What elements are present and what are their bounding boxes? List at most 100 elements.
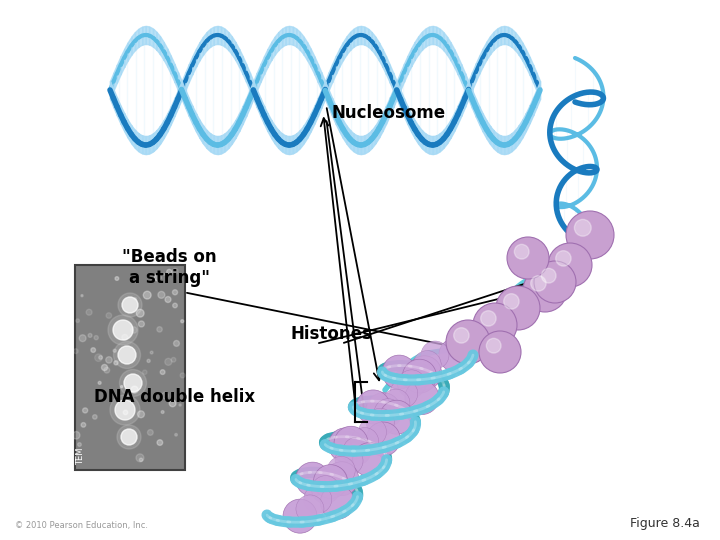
Circle shape: [140, 458, 143, 462]
Circle shape: [534, 261, 576, 303]
Circle shape: [158, 292, 165, 298]
Circle shape: [148, 430, 153, 435]
Circle shape: [117, 425, 141, 449]
Circle shape: [121, 429, 137, 445]
Circle shape: [408, 356, 441, 390]
Circle shape: [172, 268, 178, 274]
Circle shape: [73, 431, 80, 439]
Circle shape: [366, 422, 400, 456]
Circle shape: [397, 370, 426, 398]
Circle shape: [313, 464, 348, 498]
Circle shape: [118, 346, 136, 364]
Circle shape: [496, 286, 540, 330]
Text: Histones: Histones: [290, 325, 372, 343]
Circle shape: [421, 341, 449, 369]
Circle shape: [541, 268, 556, 283]
Text: Nucleosome: Nucleosome: [331, 104, 446, 123]
Circle shape: [122, 297, 138, 313]
Circle shape: [136, 454, 144, 462]
Circle shape: [94, 335, 99, 340]
Text: © 2010 Pearson Education, Inc.: © 2010 Pearson Education, Inc.: [15, 521, 148, 530]
Circle shape: [161, 410, 164, 414]
Circle shape: [115, 400, 135, 420]
Circle shape: [390, 380, 418, 408]
Circle shape: [79, 335, 86, 342]
Circle shape: [165, 359, 172, 366]
Circle shape: [382, 389, 410, 417]
Circle shape: [479, 331, 521, 373]
Circle shape: [405, 360, 433, 388]
Circle shape: [334, 426, 368, 460]
Circle shape: [486, 339, 501, 353]
Circle shape: [439, 338, 473, 372]
Circle shape: [78, 443, 81, 447]
Circle shape: [114, 341, 140, 368]
Circle shape: [157, 440, 163, 445]
Circle shape: [296, 495, 324, 523]
Circle shape: [320, 485, 354, 519]
Circle shape: [131, 386, 138, 393]
Circle shape: [312, 476, 340, 504]
Circle shape: [143, 291, 151, 299]
Circle shape: [179, 404, 181, 406]
Circle shape: [169, 400, 176, 407]
Circle shape: [98, 381, 101, 384]
Circle shape: [120, 369, 146, 396]
Circle shape: [91, 348, 96, 353]
Circle shape: [504, 294, 519, 309]
Circle shape: [353, 443, 387, 477]
Circle shape: [454, 328, 469, 343]
Circle shape: [379, 400, 414, 434]
Circle shape: [81, 295, 83, 296]
Circle shape: [328, 428, 362, 462]
Circle shape: [343, 437, 371, 465]
Circle shape: [283, 499, 317, 533]
Circle shape: [351, 428, 379, 456]
Circle shape: [113, 349, 116, 352]
Circle shape: [106, 313, 112, 318]
Circle shape: [163, 273, 165, 275]
Circle shape: [405, 381, 439, 415]
Circle shape: [157, 327, 162, 332]
Circle shape: [366, 393, 400, 427]
Circle shape: [104, 367, 109, 373]
Circle shape: [130, 327, 137, 333]
Circle shape: [566, 211, 614, 259]
Circle shape: [138, 411, 145, 418]
Circle shape: [172, 290, 178, 295]
Circle shape: [481, 310, 496, 326]
Circle shape: [174, 340, 179, 346]
Circle shape: [296, 462, 330, 496]
Circle shape: [115, 276, 119, 280]
Circle shape: [86, 309, 92, 315]
Circle shape: [135, 298, 137, 300]
Circle shape: [123, 410, 127, 415]
Circle shape: [335, 447, 363, 475]
Circle shape: [166, 269, 172, 274]
Circle shape: [147, 359, 150, 362]
Circle shape: [327, 456, 355, 484]
Circle shape: [523, 268, 567, 312]
Circle shape: [413, 350, 441, 379]
Circle shape: [114, 361, 118, 365]
Circle shape: [356, 390, 390, 424]
Circle shape: [113, 320, 133, 340]
Circle shape: [136, 309, 144, 317]
Circle shape: [102, 364, 107, 370]
Circle shape: [110, 395, 140, 425]
Circle shape: [556, 251, 571, 266]
Circle shape: [165, 296, 171, 302]
Circle shape: [143, 370, 147, 374]
Circle shape: [507, 237, 549, 279]
Circle shape: [575, 219, 591, 236]
Circle shape: [81, 423, 86, 427]
Circle shape: [320, 466, 347, 494]
Circle shape: [514, 244, 529, 259]
Circle shape: [162, 392, 168, 399]
Circle shape: [359, 418, 387, 446]
Circle shape: [175, 434, 177, 436]
Bar: [75, 265, 185, 470]
Circle shape: [94, 354, 102, 361]
Circle shape: [531, 276, 546, 291]
Circle shape: [108, 315, 138, 345]
